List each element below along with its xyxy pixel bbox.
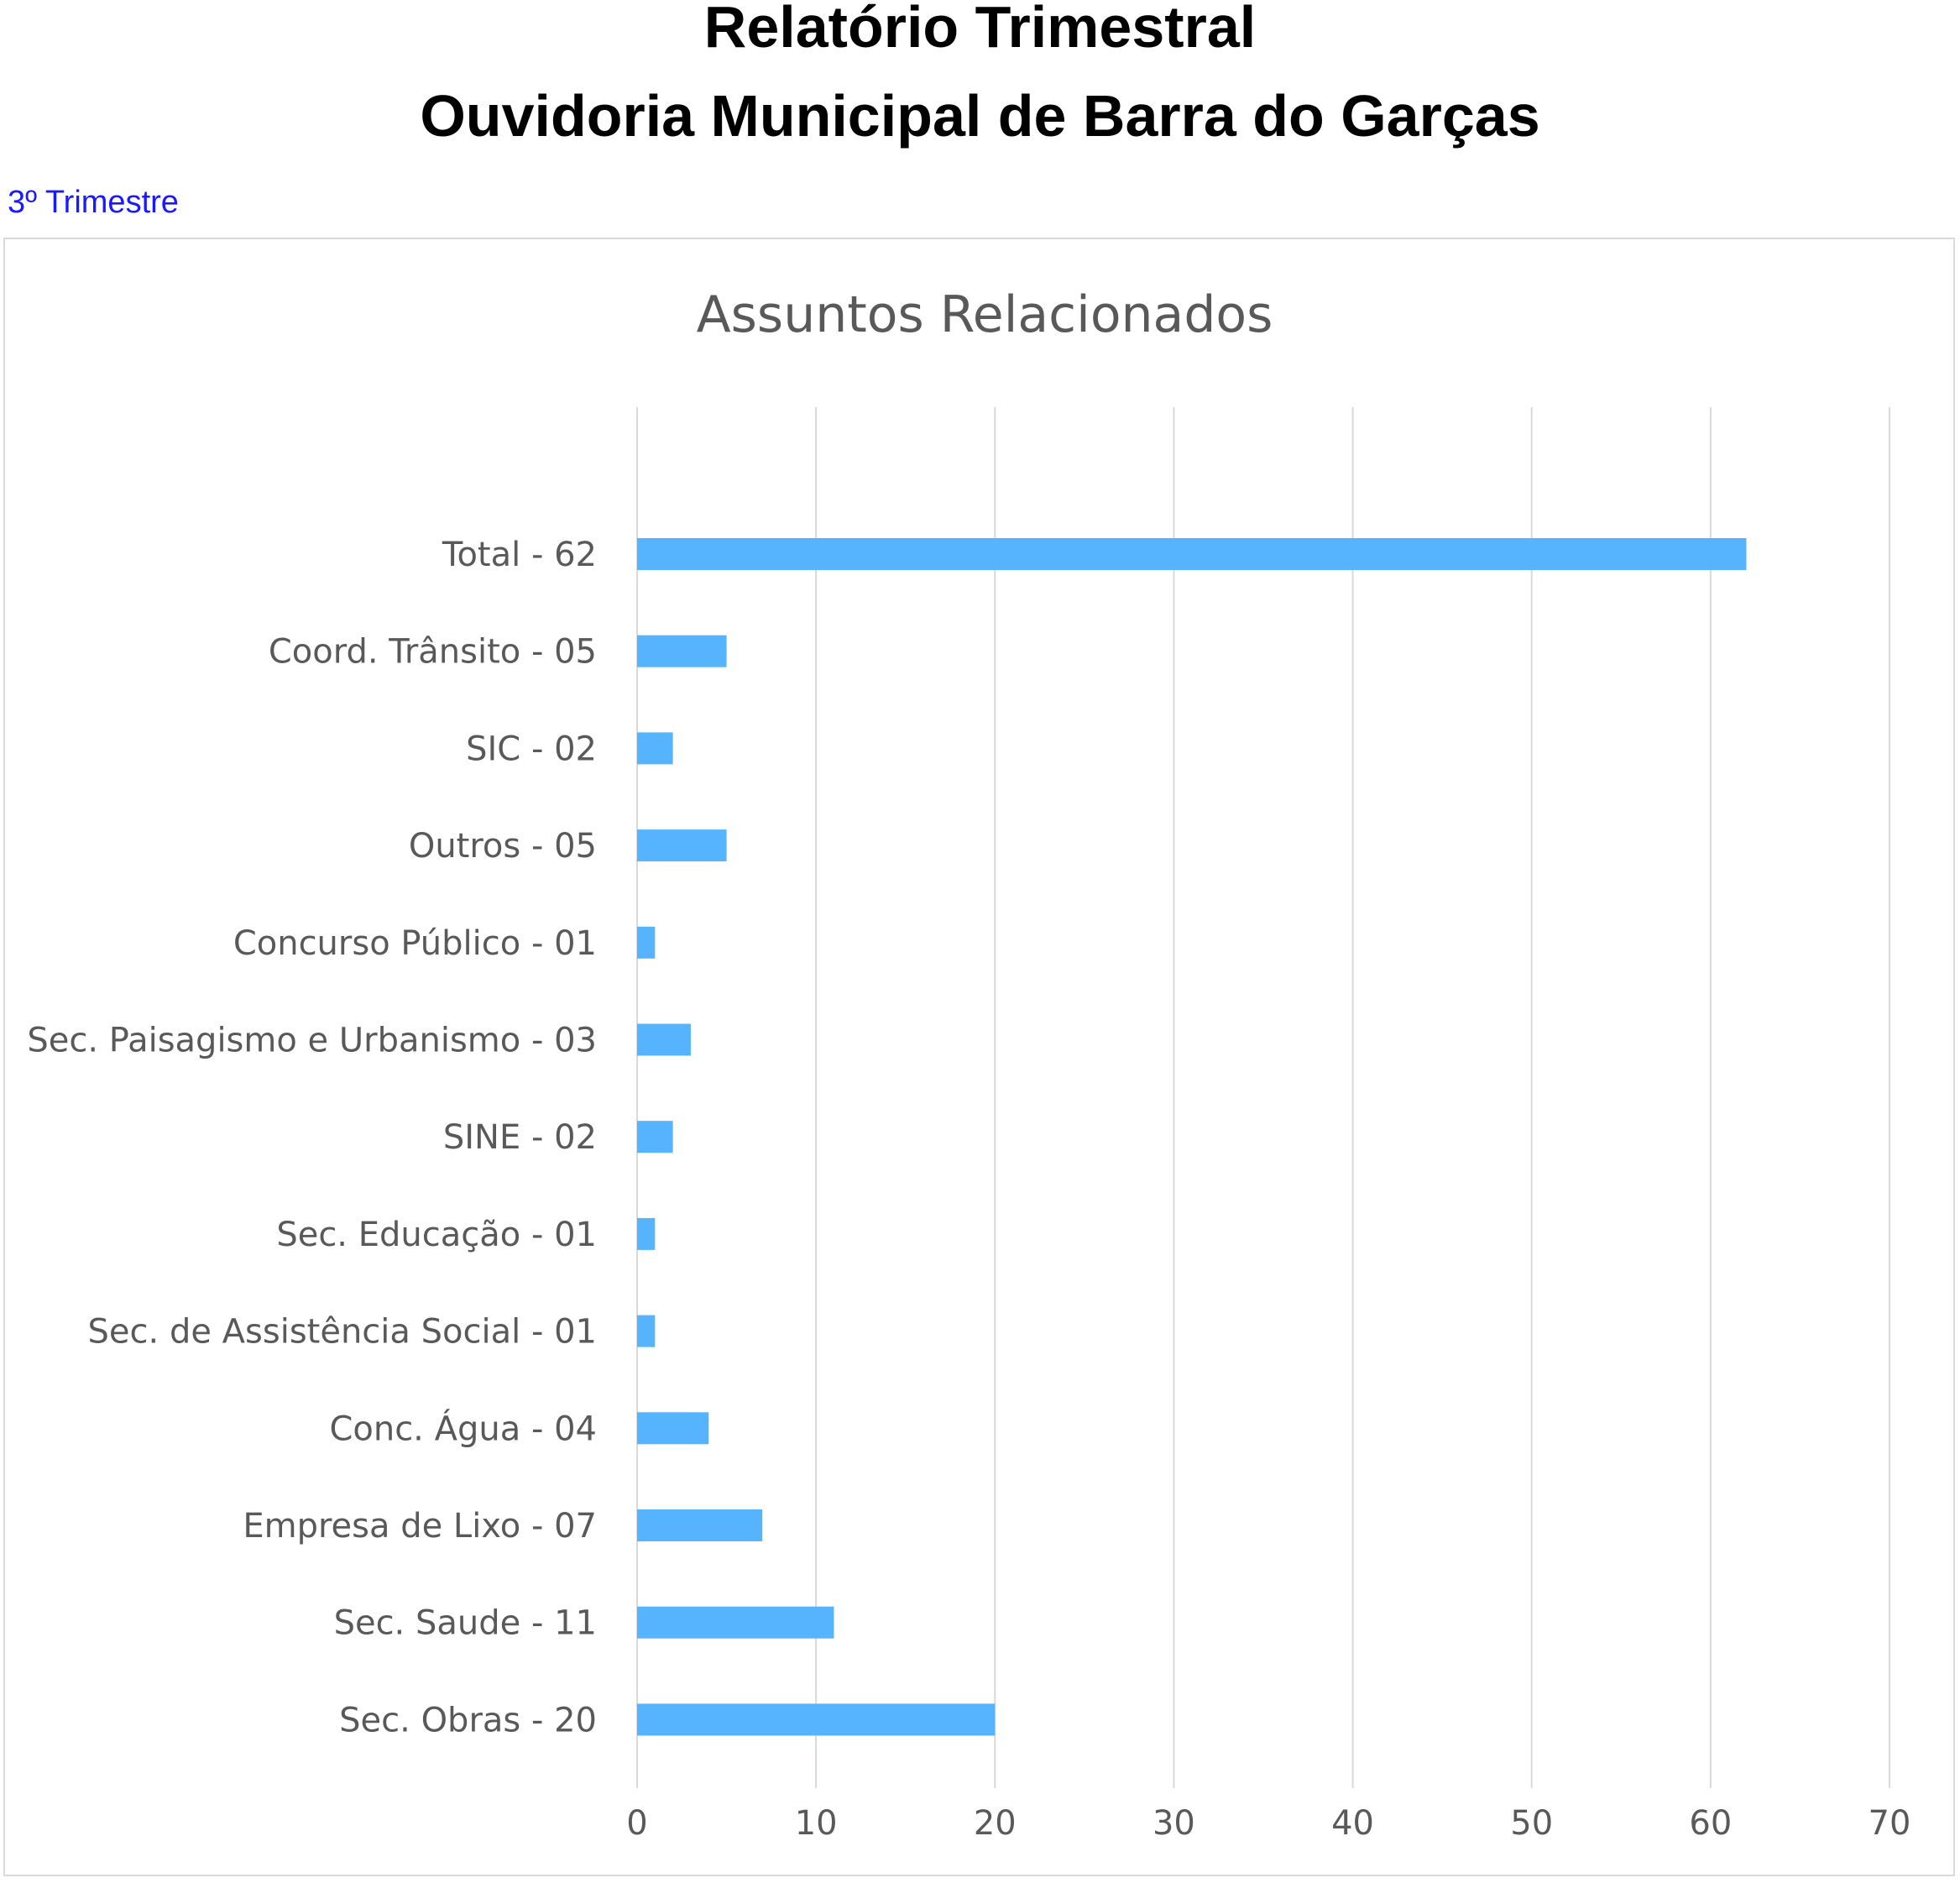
bar <box>637 538 1747 570</box>
report-subtitle: Ouvidoria Municipal de Barra do Garças <box>420 83 1540 149</box>
category-label: Sec. de Assistência Social - 01 <box>88 1313 597 1352</box>
category-label: SINE - 02 <box>443 1118 597 1157</box>
x-tick-label: 0 <box>626 1804 647 1843</box>
category-label: Sec. Saude - 11 <box>334 1604 597 1643</box>
category-label: Total - 62 <box>442 536 597 574</box>
x-tick-label: 10 <box>795 1804 838 1843</box>
report-title: Relatório Trimestral <box>703 0 1257 60</box>
x-tick-label: 40 <box>1331 1804 1374 1843</box>
category-label: Sec. Educação - 01 <box>276 1216 597 1254</box>
bar <box>637 829 727 862</box>
gridlines <box>636 407 1890 1788</box>
x-tick-label: 60 <box>1689 1804 1732 1843</box>
category-label: Concurso Público - 01 <box>233 924 597 963</box>
x-tick-label: 20 <box>974 1804 1017 1843</box>
category-label: SIC - 02 <box>466 730 597 768</box>
bar <box>637 926 656 959</box>
x-tick-labels: 0 10 20 30 40 50 60 70 <box>626 1804 1910 1843</box>
bar <box>637 1121 673 1153</box>
x-tick-label: 70 <box>1869 1804 1911 1843</box>
category-label: Coord. Trânsito - 05 <box>269 633 597 672</box>
chart-title: Assuntos Relacionados <box>697 285 1273 344</box>
chart-area: Assuntos Relacionados Total - 62 Coord. T… <box>3 238 1955 1876</box>
category-label: Conc. Água - 04 <box>329 1408 597 1448</box>
category-label: Sec. Paisagismo e Urbanismo - 03 <box>27 1022 597 1060</box>
bar <box>637 1217 656 1250</box>
bar <box>637 1412 709 1445</box>
category-label: Outros - 05 <box>409 827 597 866</box>
bar <box>637 1606 834 1639</box>
period-label: 3º Trimestre <box>8 185 179 220</box>
bar-chart: Assuntos Relacionados Total - 62 Coord. T… <box>27 285 1910 1843</box>
bars <box>637 538 1747 1736</box>
x-tick-label: 50 <box>1510 1804 1553 1843</box>
category-label: Sec. Obras - 20 <box>339 1701 597 1739</box>
category-labels: Total - 62 Coord. Trânsito - 05 SIC - 02 Ou… <box>27 536 597 1739</box>
bar <box>637 635 727 667</box>
bar <box>637 1703 996 1736</box>
bar <box>637 732 673 765</box>
bar <box>637 1315 656 1347</box>
category-label: Empresa de Lixo - 07 <box>243 1507 597 1546</box>
bar <box>637 1023 691 1056</box>
x-tick-label: 30 <box>1152 1804 1195 1843</box>
bar <box>637 1509 763 1541</box>
